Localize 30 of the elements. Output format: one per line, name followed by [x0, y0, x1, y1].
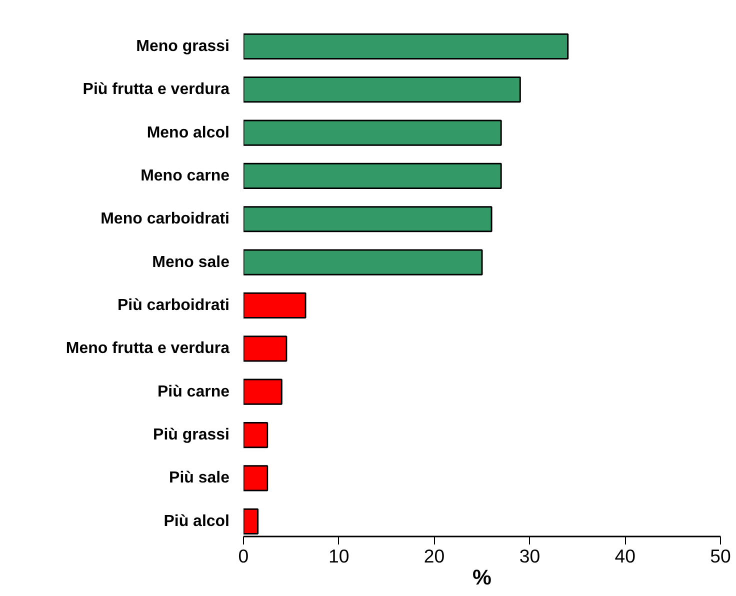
bar — [244, 378, 282, 405]
bar — [244, 162, 502, 190]
y-tick-label: Meno frutta e verdura — [66, 340, 230, 358]
y-tick-label: Meno carne — [140, 167, 230, 184]
y-tick-label: Più alcol — [164, 512, 230, 530]
bar — [244, 465, 268, 492]
bar — [244, 336, 288, 362]
bar — [244, 33, 569, 60]
y-tick-label: Più grassi — [153, 426, 230, 444]
bar — [244, 422, 268, 448]
bar — [244, 120, 502, 146]
y-tick-label: Più carne — [157, 383, 230, 400]
y-tick-label: Meno alcol — [146, 124, 230, 142]
y-tick-label: Più sale — [169, 470, 230, 487]
y-tick-label: Meno grassi — [136, 38, 230, 55]
x-tick-label: 50 — [710, 546, 731, 566]
y-tick-label: Più frutta e verdura — [82, 81, 230, 98]
bar — [244, 206, 492, 232]
bar — [244, 292, 306, 319]
x-tick-label: 40 — [614, 546, 636, 566]
y-tick-label: Meno carboidrati — [100, 210, 230, 228]
x-tick-label: 10 — [328, 546, 350, 566]
bar — [244, 249, 483, 276]
y-tick-label: Meno sale — [152, 254, 230, 271]
x-tick-label: 0 — [238, 546, 249, 566]
x-tick-label: 30 — [519, 546, 540, 566]
x-tick-label: 20 — [424, 546, 445, 566]
bar — [244, 76, 521, 103]
y-tick-label: Più carboidrati — [117, 296, 230, 314]
x-axis-title: % — [472, 566, 492, 590]
